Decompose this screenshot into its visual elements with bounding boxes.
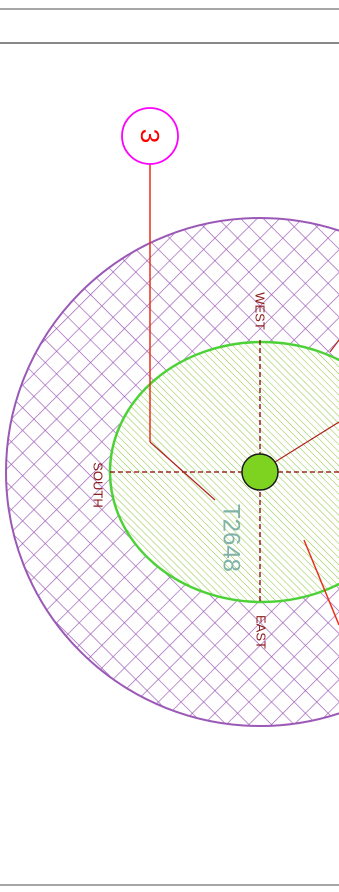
tree-trunk-marker <box>241 453 279 491</box>
tree-tag-label: T2648 <box>218 504 245 572</box>
callout-circle <box>121 107 179 165</box>
leader-line-east <box>303 539 339 626</box>
direction-label-south: SOUTH <box>91 462 106 508</box>
direction-label-west: WEST <box>253 292 268 330</box>
radial-line-3 <box>329 339 339 353</box>
radial-line-2 <box>274 421 339 463</box>
radial-line-1 <box>149 441 216 501</box>
direction-label-east: EAST <box>254 615 269 649</box>
callout-number: 3 <box>135 129 165 143</box>
